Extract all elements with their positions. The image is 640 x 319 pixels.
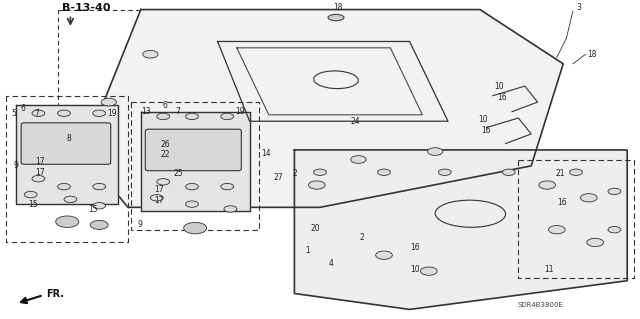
Text: 2: 2 — [292, 169, 297, 178]
Circle shape — [32, 110, 45, 116]
Text: 21: 21 — [556, 169, 564, 178]
Text: 5: 5 — [12, 109, 17, 118]
Text: 9: 9 — [13, 161, 19, 170]
Text: 20: 20 — [310, 224, 320, 233]
Text: 26: 26 — [160, 140, 170, 149]
Circle shape — [58, 110, 70, 116]
Polygon shape — [294, 150, 627, 309]
Text: 22: 22 — [161, 150, 170, 159]
Circle shape — [428, 148, 443, 155]
Circle shape — [93, 110, 106, 116]
Text: 13: 13 — [141, 107, 151, 115]
Circle shape — [93, 203, 106, 209]
Text: 3: 3 — [577, 4, 582, 12]
Text: 17: 17 — [154, 197, 164, 205]
Text: 15: 15 — [88, 205, 98, 214]
Circle shape — [186, 113, 198, 120]
Circle shape — [90, 220, 108, 229]
Text: 11: 11 — [545, 265, 554, 274]
Text: 17: 17 — [35, 157, 45, 166]
Text: 7: 7 — [35, 109, 40, 118]
Circle shape — [539, 181, 556, 189]
Circle shape — [58, 183, 70, 190]
Circle shape — [221, 113, 234, 120]
Text: 19: 19 — [107, 109, 117, 118]
FancyBboxPatch shape — [21, 123, 111, 164]
Circle shape — [221, 183, 234, 190]
Text: B-13-40: B-13-40 — [62, 3, 111, 13]
Text: 6: 6 — [163, 101, 168, 110]
Text: 17: 17 — [35, 168, 45, 177]
Text: SDR4B3800E: SDR4B3800E — [518, 302, 564, 308]
Text: FR.: FR. — [46, 289, 64, 299]
Text: 4: 4 — [329, 259, 334, 268]
Text: 2: 2 — [359, 233, 364, 242]
Polygon shape — [141, 112, 250, 211]
Text: 10: 10 — [410, 265, 420, 274]
Polygon shape — [83, 10, 563, 207]
Text: 16: 16 — [481, 126, 492, 135]
Text: 19: 19 — [235, 107, 245, 115]
Text: 14: 14 — [260, 149, 271, 158]
Polygon shape — [16, 105, 118, 204]
Text: 9: 9 — [137, 220, 142, 229]
Text: 7: 7 — [175, 107, 180, 115]
Text: 17: 17 — [154, 185, 164, 194]
Circle shape — [587, 238, 604, 247]
Circle shape — [438, 169, 451, 175]
Circle shape — [548, 226, 565, 234]
Circle shape — [376, 251, 392, 259]
Circle shape — [143, 50, 158, 58]
Circle shape — [157, 179, 170, 185]
Circle shape — [24, 191, 37, 198]
Circle shape — [420, 267, 437, 275]
Circle shape — [351, 156, 366, 163]
Text: 16: 16 — [497, 93, 508, 102]
Circle shape — [150, 195, 163, 201]
Circle shape — [184, 222, 207, 234]
Circle shape — [308, 181, 325, 189]
Text: 1: 1 — [305, 246, 310, 255]
Circle shape — [570, 169, 582, 175]
Text: 10: 10 — [478, 115, 488, 124]
Circle shape — [93, 183, 106, 190]
Circle shape — [378, 169, 390, 175]
Circle shape — [64, 196, 77, 203]
Circle shape — [224, 206, 237, 212]
Circle shape — [502, 169, 515, 175]
Circle shape — [186, 183, 198, 190]
FancyBboxPatch shape — [145, 129, 241, 171]
Text: 27: 27 — [273, 173, 284, 182]
Text: 10: 10 — [494, 82, 504, 91]
Circle shape — [608, 226, 621, 233]
Text: 18: 18 — [333, 4, 342, 12]
Circle shape — [314, 169, 326, 175]
Circle shape — [32, 175, 45, 182]
Text: 6: 6 — [20, 104, 26, 113]
Text: 18: 18 — [588, 50, 596, 59]
Text: 16: 16 — [410, 243, 420, 252]
Text: 25: 25 — [173, 169, 183, 178]
Circle shape — [580, 194, 597, 202]
Text: 15: 15 — [28, 200, 38, 209]
Circle shape — [56, 216, 79, 227]
Circle shape — [608, 188, 621, 195]
Ellipse shape — [328, 14, 344, 21]
Circle shape — [157, 113, 170, 120]
Circle shape — [186, 201, 198, 207]
Circle shape — [101, 98, 116, 106]
Text: 8: 8 — [67, 134, 72, 143]
Text: 16: 16 — [557, 198, 567, 207]
Text: 24: 24 — [350, 117, 360, 126]
